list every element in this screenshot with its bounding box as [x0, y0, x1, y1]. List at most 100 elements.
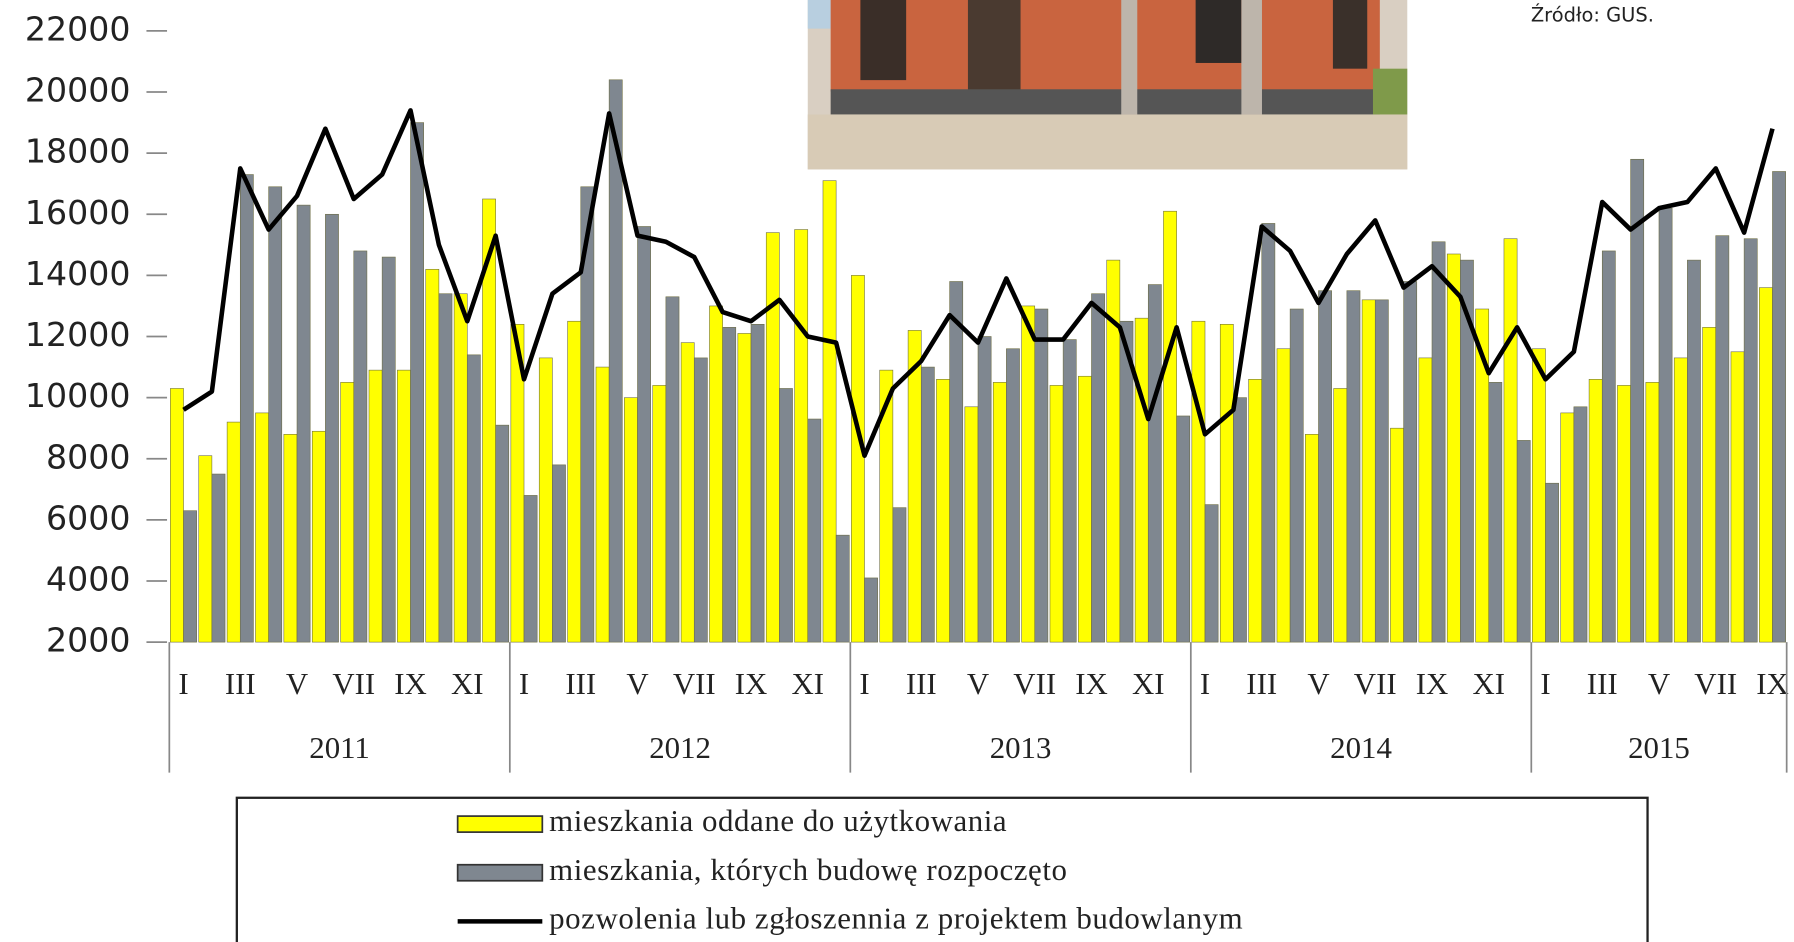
- bar: [751, 324, 764, 642]
- x-tick-label: IX: [1756, 666, 1789, 701]
- legend-label: mieszkania, których budowę rozpoczęto: [549, 852, 1067, 887]
- bar: [1759, 288, 1772, 643]
- bar: [1022, 306, 1035, 642]
- y-tick-label: 8000: [46, 437, 130, 476]
- bar: [1447, 254, 1460, 642]
- bar: [1772, 171, 1785, 642]
- bar: [568, 321, 581, 642]
- bar: [552, 465, 565, 642]
- bar: [1078, 376, 1091, 642]
- bar: [1731, 352, 1744, 642]
- bar: [1063, 340, 1076, 643]
- x-tick-label: III: [565, 666, 596, 701]
- bar: [1674, 358, 1687, 642]
- bar: [411, 123, 424, 643]
- bar: [297, 205, 310, 642]
- x-tick-label: III: [225, 666, 256, 701]
- bar: [1602, 251, 1615, 642]
- bar: [1504, 239, 1517, 642]
- y-tick-label: 22000: [25, 9, 131, 48]
- bar: [269, 187, 282, 642]
- bar: [851, 275, 864, 642]
- year-label: 2015: [1628, 730, 1690, 765]
- x-tick-label: V: [626, 666, 648, 701]
- source: Źródło: GUS.: [1531, 4, 1654, 27]
- bar: [936, 379, 949, 642]
- legend-label: mieszkania oddane do użytkowania: [549, 803, 1007, 838]
- legend-label: pozwolenia lub zgłoszennia z projektem b…: [549, 900, 1243, 935]
- bar: [823, 181, 836, 642]
- x-tick-label: IX: [394, 666, 427, 701]
- bar: [1432, 242, 1445, 642]
- y-tick-label: 18000: [25, 132, 131, 171]
- x-tick-label: IX: [1416, 666, 1449, 701]
- x-tick-label: IX: [1075, 666, 1108, 701]
- bar: [496, 425, 509, 642]
- bar: [1419, 358, 1432, 642]
- y-tick-label: 20000: [25, 71, 131, 110]
- bar: [1163, 211, 1176, 642]
- bar: [1262, 223, 1275, 642]
- bar: [666, 297, 679, 642]
- bar: [184, 511, 197, 642]
- bar: [596, 367, 609, 642]
- bar: [795, 230, 808, 643]
- bar: [1589, 379, 1602, 642]
- bar: [638, 226, 651, 642]
- y-tick-label: 2000: [46, 621, 130, 660]
- bar: [1305, 434, 1318, 642]
- bar: [1006, 349, 1019, 642]
- bar: [199, 456, 212, 642]
- bar: [1646, 382, 1659, 642]
- bar: [921, 367, 934, 642]
- bar: [1035, 309, 1048, 642]
- x-tick-label: VII: [1013, 666, 1056, 701]
- year-label: 2013: [990, 730, 1052, 765]
- bar: [1362, 300, 1375, 642]
- bar: [681, 343, 694, 642]
- bar: [284, 434, 297, 642]
- bar: [1545, 483, 1558, 642]
- bar: [624, 398, 637, 642]
- bar: [1205, 505, 1218, 643]
- bar: [1220, 324, 1233, 642]
- bar: [439, 294, 452, 642]
- bar: [454, 294, 467, 642]
- bar: [426, 269, 439, 642]
- x-tick-label: V: [967, 666, 989, 701]
- x-tick-label: I: [1200, 666, 1210, 701]
- bar: [341, 382, 354, 642]
- bar: [1192, 321, 1205, 642]
- bar: [227, 422, 240, 642]
- bar: [325, 214, 338, 642]
- bar: [1532, 349, 1545, 642]
- bar: [1290, 309, 1303, 642]
- bar: [865, 578, 878, 642]
- bar: [653, 385, 666, 642]
- bar: [1375, 300, 1388, 642]
- bar: [1489, 382, 1502, 642]
- bar: [808, 419, 821, 642]
- bar: [1631, 159, 1644, 642]
- x-tick-label: III: [906, 666, 937, 701]
- bar: [539, 358, 552, 642]
- x-tick-label: V: [286, 666, 308, 701]
- x-tick-label: VII: [673, 666, 716, 701]
- bar: [950, 282, 963, 643]
- year-label: 2014: [1330, 730, 1392, 765]
- bar: [1659, 208, 1672, 642]
- legend-swatch: [458, 865, 543, 881]
- x-tick-label: VII: [332, 666, 375, 701]
- bar: [1347, 291, 1360, 642]
- bar: [1334, 388, 1347, 642]
- bar: [1716, 236, 1729, 642]
- bar: [709, 306, 722, 642]
- x-tick-label: I: [859, 666, 869, 701]
- bar: [978, 337, 991, 643]
- bar: [1617, 385, 1630, 642]
- year-label: 2012: [649, 730, 711, 765]
- x-tick-label: V: [1307, 666, 1329, 701]
- x-tick-label: I: [1540, 666, 1550, 701]
- bar: [1703, 327, 1716, 642]
- bar: [1687, 260, 1700, 642]
